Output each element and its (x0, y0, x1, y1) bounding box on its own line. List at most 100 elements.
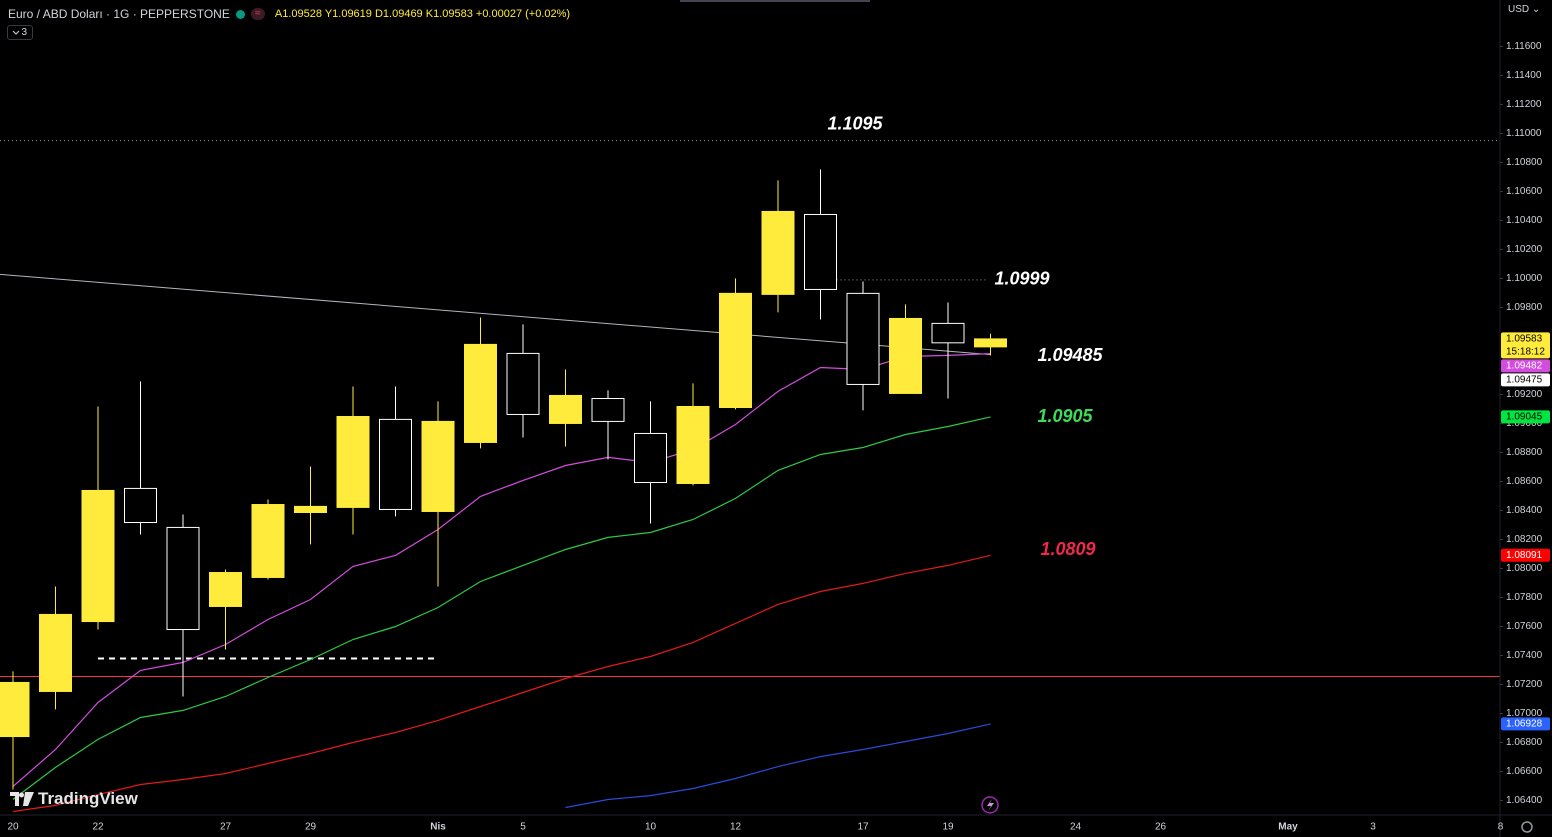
price-tag (1501, 548, 1550, 562)
candle-body (209, 572, 242, 607)
candle-body (634, 432, 667, 483)
logo (10, 792, 34, 806)
price-tag-label: 1.09583 (1506, 334, 1543, 345)
price-tag-label: 1.06928 (1506, 719, 1543, 730)
y-tick-label: 1.08600 (1506, 476, 1543, 487)
candle-body (379, 418, 412, 510)
replay-icon[interactable] (981, 796, 999, 814)
candle-body (889, 317, 922, 394)
y-tick-label: 1.11000 (1506, 128, 1542, 139)
candle-body (166, 526, 200, 631)
x-tick-label: 12 (730, 822, 742, 833)
candle-body (761, 210, 795, 295)
y-tick-label: 1.07000 (1506, 708, 1543, 719)
replay-bolt (987, 799, 994, 811)
candle-body (251, 504, 285, 578)
x-tick-label: 17 (857, 822, 869, 833)
candle-body (676, 405, 710, 484)
y-tick-label: 1.10600 (1506, 186, 1543, 197)
x-tick-label: 24 (1070, 822, 1082, 833)
x-tick-label: 20 (7, 822, 19, 833)
watermark: TradingView (10, 789, 138, 809)
price-tag (1501, 717, 1550, 731)
price-tag-countdown: 15:18:12 (1506, 347, 1545, 358)
currency-label: USD (1508, 4, 1530, 15)
symbol-title[interactable]: Euro / ABD Doları · 1G · PEPPERSTONE (8, 7, 230, 21)
y-tick-label: 1.09000 (1506, 418, 1543, 429)
price-tag (1501, 373, 1550, 387)
y-tick-label: 1.10000 (1506, 273, 1543, 284)
ma-line (12, 353, 991, 787)
y-tick-label: 1.07800 (1506, 592, 1543, 603)
y-tick-label: 1.09200 (1506, 389, 1543, 400)
candle-body (506, 352, 540, 415)
candle-body (719, 292, 752, 409)
y-tick-label: 1.10200 (1506, 244, 1543, 255)
x-tick-label: 26 (1155, 822, 1167, 833)
y-tick-label: 1.08200 (1506, 534, 1543, 545)
y-tick-label: 1.07600 (1506, 621, 1543, 632)
x-tick-label: 27 (220, 822, 232, 833)
x-tick-label: 10 (645, 822, 657, 833)
trendline (0, 273, 991, 356)
y-tick-label: 1.11400 (1506, 70, 1542, 81)
candle-body (124, 487, 157, 523)
candle-body (464, 343, 497, 443)
data-status: ≈ (250, 8, 265, 20)
y-tick-label: 1.06600 (1506, 766, 1543, 777)
annotation: 1.0809 (1040, 539, 1095, 559)
x-tick-label: May (1278, 822, 1298, 833)
y-tick-label: 1.11600 (1506, 41, 1542, 52)
candle-body (931, 322, 965, 344)
price-tag (1501, 332, 1550, 359)
x-tick-label: Nis (430, 822, 446, 833)
price-tag (1501, 359, 1550, 373)
y-tick-label: 1.10400 (1506, 215, 1543, 226)
y-tick-label: 1.07200 (1506, 679, 1543, 690)
candle-body (846, 292, 880, 385)
annotation: 1.09485 (1037, 345, 1103, 365)
ma-line (565, 723, 991, 809)
y-tick-label: 1.06800 (1506, 737, 1543, 748)
y-tick-label: 1.09800 (1506, 302, 1543, 313)
price-tag-label: 1.09482 (1506, 361, 1543, 372)
x-tick-label: 22 (92, 822, 104, 833)
candle-body (421, 420, 455, 512)
market-status (235, 9, 245, 19)
settings-icon[interactable] (1521, 821, 1533, 833)
chevron (12, 30, 20, 35)
candle-body (804, 213, 837, 290)
x-tick-label: 5 (520, 822, 526, 833)
candle-body (294, 505, 327, 513)
y-tick-label: 1.11200 (1506, 99, 1542, 110)
candle-body (81, 489, 115, 623)
y-tick-label: 1.08800 (1506, 447, 1543, 458)
candle-body (974, 338, 1007, 348)
axes: 1.06400 1.06600 1.06800 1.07000 1.07200 1.074… (7, 41, 1550, 833)
candle-body (336, 415, 370, 508)
annotation: 1.1095 (827, 113, 883, 133)
ohlc-quote: A1.09528 Y1.09619 D1.09469 K1.09583 +0.0… (274, 8, 571, 20)
ma-line (12, 416, 991, 800)
top-handle (680, 0, 870, 2)
header: Euro / ABD Doları · 1G · PEPPERSTONE ≈ A… (8, 6, 570, 22)
y-tick-label: 1.08400 (1506, 505, 1543, 516)
annotation: 1.0999 (994, 269, 1049, 289)
indicator-toggle[interactable]: 3 (7, 25, 33, 40)
indicator-count: 3 (21, 27, 27, 38)
candle-body (591, 398, 625, 422)
y-tick-label: 1.07400 (1506, 650, 1543, 661)
price-tag-label: 1.08091 (1506, 550, 1543, 561)
x-tick-label: 19 (942, 822, 954, 833)
plot-area: 1.1095 1.0999 1.09485 1.0905 1.0809 (0, 113, 1500, 813)
currency[interactable]: USD ⌄ (1508, 4, 1541, 15)
candle-body (0, 681, 30, 738)
x-tick-label: 8 (1498, 822, 1504, 833)
ma-line (12, 554, 991, 813)
y-tick-label: 1.06400 (1506, 795, 1543, 806)
x-tick-label: 29 (305, 822, 317, 833)
candle-body (549, 394, 582, 424)
